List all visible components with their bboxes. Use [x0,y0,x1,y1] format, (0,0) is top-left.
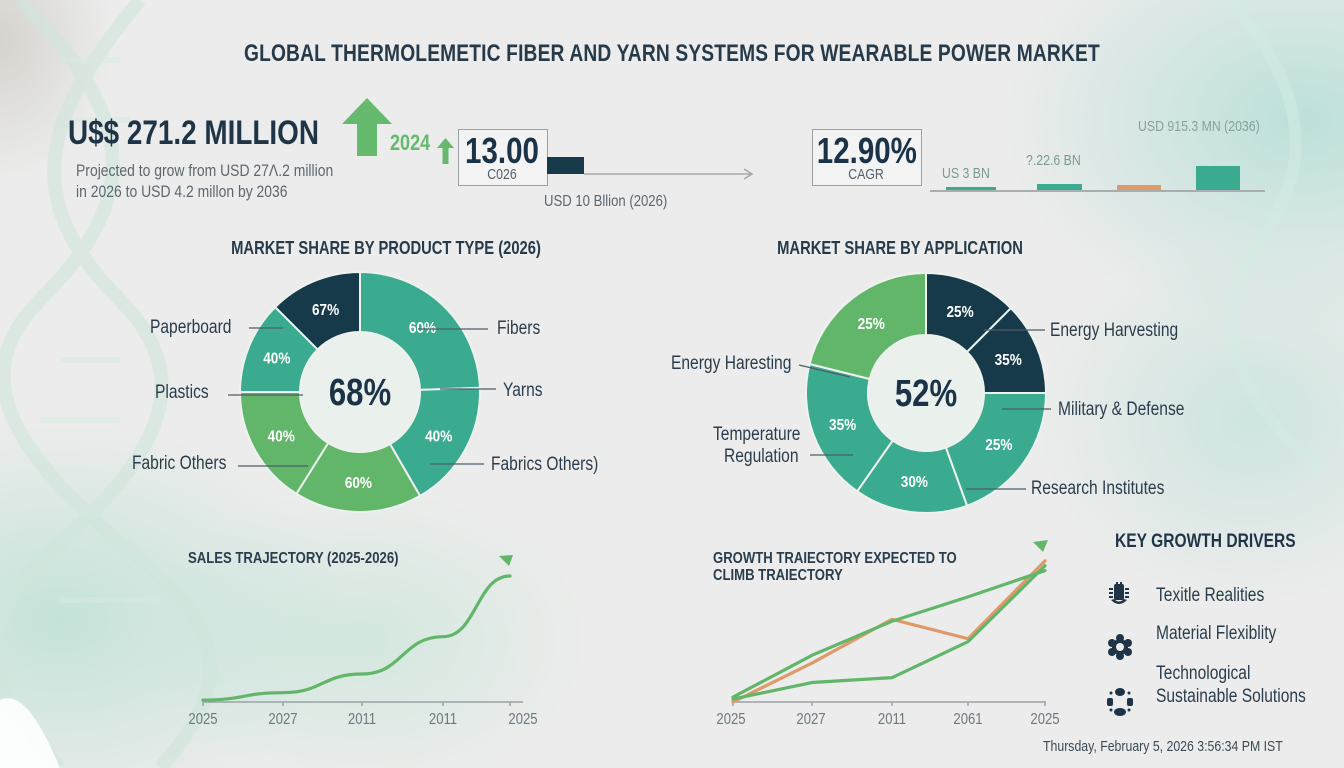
sales-tick-1: 2027 [268,711,298,728]
product-type-donut-title: MARKET SHARE BY PRODUCT TYPE (2026) [231,238,541,258]
callout-energy-harvesting: Energy Harvesting [1050,320,1179,341]
bar-4 [1196,166,1240,190]
segment-percent-label: 25% [858,316,885,333]
donut-center-value: 68% [329,372,391,414]
callout-research-institutes: Research Institutes [1031,478,1165,499]
donut-center-value: 52% [895,373,957,415]
segment-percent-label: 25% [946,304,973,321]
growth-tick-4: 2025 [1030,711,1060,728]
cagr-label: CAGR [848,166,884,183]
sales-tick-0: 2025 [188,711,218,728]
callout-regulation: Regulation [724,446,799,467]
driver-tech-line-2: Sustainable Solutions [1156,686,1306,707]
network-icon [1107,688,1133,716]
page-title-text: GLOBAL THERMOLEMETIC FIBER AND YARN SYST… [244,40,1100,67]
year-badge: 2024 [390,130,431,155]
sales-tick-3: 2011 [428,711,458,728]
callout-fabrics-others: Fabrics Others) [491,454,599,475]
segment-percent-label: 40% [425,429,452,446]
growth-tick-0: 2025 [716,711,746,728]
drivers-title: KEY GROWTH DRIVERS [1115,531,1296,552]
driver-item-textile: Texitle Realities [1156,585,1265,606]
donut-segment [359,270,481,391]
value-box-sub: C026 [487,166,517,183]
value-box [458,129,548,186]
big-up-arrow-icon [342,98,392,156]
bar-label-1: US 3 BN [942,165,990,182]
sales-tick-2: 2011 [347,711,377,728]
subtext-line-1: Projected to grow from USD 27Λ.2 million [76,161,334,180]
bar-2 [1037,184,1082,190]
callout-fibers: Fibers [497,318,541,339]
segment-percent-label: 35% [995,352,1022,369]
headline-subtext: Projected to grow from USD 27Λ.2 million… [76,160,333,202]
sales-arrowhead-icon [499,555,513,566]
bar-1 [946,187,996,190]
callout-yarns: Yarns [503,380,543,401]
donut-segment [944,392,1048,508]
series-line [731,559,1047,704]
segment-percent-label: 30% [901,474,928,491]
small-up-arrow-icon [437,138,454,164]
cagr-value: 12.90% [816,130,917,171]
bar-3 [1117,185,1161,190]
growth-title-line-2: CLIMB TRAIECTORY [713,567,843,584]
segment-percent-label: 67% [312,302,339,319]
growth-tick-1: 2027 [796,711,826,728]
cagr-box [812,129,922,186]
gear-icon [1108,634,1132,660]
bar-label-2: ?.22.6 BN [1026,152,1081,169]
segment-percent-label: 40% [268,429,295,446]
segment-percent-label: 35% [829,417,856,434]
value-bar [547,157,584,174]
value-box-value: 13.00 [465,130,539,171]
growth-arrowhead-icon [1033,540,1048,552]
growth-tick-3: 2061 [953,711,983,728]
page-title: GLOBAL THERMOLEMETIC FIBER AND YARN SYST… [0,40,1344,68]
timestamp: Thursday, February 5, 2026 3:56:34 PM IS… [1043,738,1283,755]
market-size-bar-chart: US 3 BN ?.22.6 BN USD 915.3 MN (2036) [930,110,1265,195]
sales-tick-4: 2025 [508,711,538,728]
callout-paperboard: Paperboard [150,317,232,338]
driver-tech-line-1: Technological [1156,663,1251,684]
callout-military-defense: Military & Defense [1058,399,1185,420]
driver-item-technological: Technological Sustainable Solutions [1156,662,1306,708]
callout-leader-line [798,364,851,378]
headline-value: U$$ 271.2 MILLION [68,114,320,152]
series-line [201,574,512,702]
segment-percent-label: 60% [345,475,372,492]
application-donut-title: MARKET SHARE BY APPLICATION [777,238,1023,258]
textile-icon [1109,582,1129,604]
callout-plastics: Plastics [155,382,209,403]
bar-baseline [930,190,1265,192]
sales-trajectory-title: SALES TRAJECTORY (2025-2026) [188,550,399,567]
growth-tick-2: 2011 [877,711,907,728]
segment-percent-label: 40% [263,351,290,368]
callout-temperature: Temperature [713,424,801,445]
callout-energy-haresting: Energy Haresting [671,353,792,374]
driver-item-material: Material Flexiblity [1156,623,1277,644]
growth-trajectory-title: GROWTH TRAIECTORY EXPECTED TO CLIMB TRAI… [713,550,957,584]
timeline-arrow [584,168,754,180]
series-line [731,569,1047,699]
donut-segment [808,271,927,381]
bar-label-4: USD 915.3 MN (2036) [1138,118,1260,135]
callout-fabric-others: Fabric Others [132,453,227,474]
segment-percent-label: 25% [985,437,1012,454]
value-box-caption: USD 10 Bllion (2026) [544,193,668,210]
growth-title-line-1: GROWTH TRAIECTORY EXPECTED TO [713,550,957,567]
series-line [731,564,1047,701]
subtext-line-2: in 2026 to USD 4.2 millon by 2036 [76,182,288,201]
